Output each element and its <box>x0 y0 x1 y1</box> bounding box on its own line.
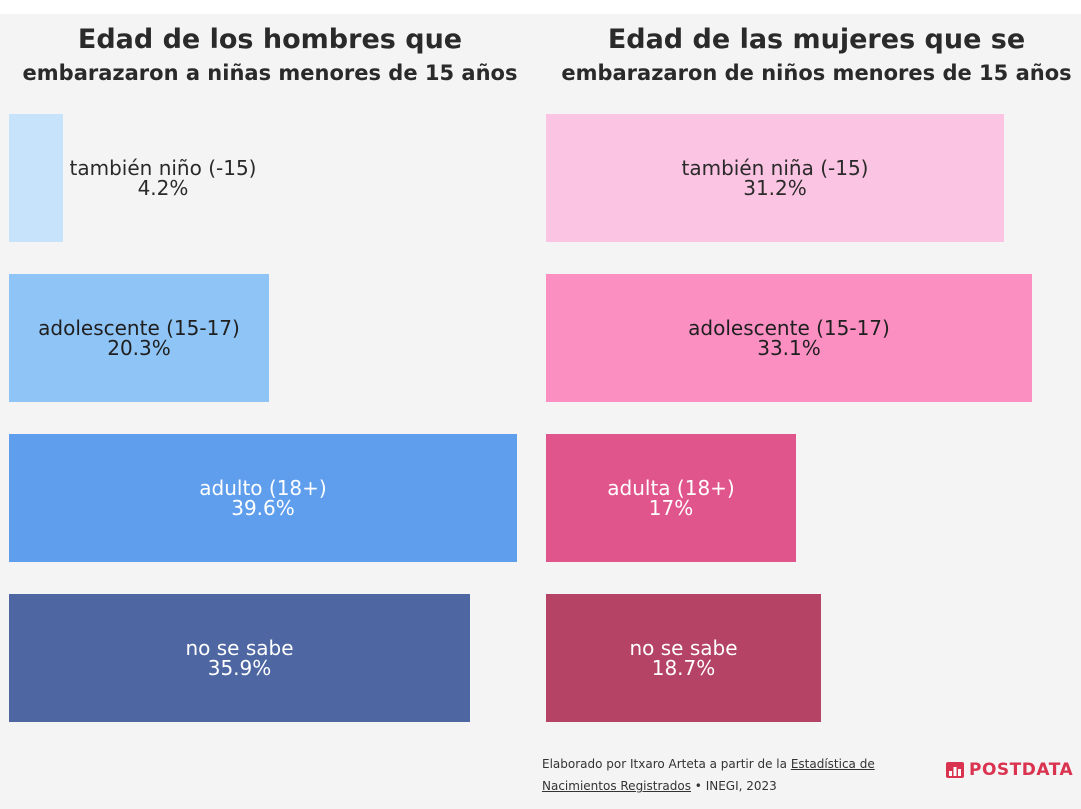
women-bar-label-2: adolescente (15-17) 33.1% <box>688 318 890 358</box>
men-bar-label-4: no se sabe 35.9% <box>185 638 293 678</box>
women-category-label: adolescente (15-17) <box>688 316 890 340</box>
men-category-label: también niño (-15) <box>69 156 257 180</box>
men-chart-title: Edad de los hombres que embarazaron a ni… <box>0 22 540 88</box>
postdata-logo: POSTDATA <box>946 760 1073 780</box>
source-prefix: Elaborado por Itxaro Arteta a partir de … <box>542 757 787 771</box>
source-suffix: • INEGI, 2023 <box>690 779 777 793</box>
women-chart-title: Edad de las mujeres que se embarazaron d… <box>546 22 1081 88</box>
men-bar-2: adolescente (15-17) 20.3% <box>9 274 269 402</box>
men-value-label: 35.9% <box>207 656 272 680</box>
men-value-label: 39.6% <box>231 496 295 520</box>
men-value-label: 20.3% <box>107 336 171 360</box>
source-link-part1[interactable]: Estadística de <box>790 757 875 771</box>
women-bar-label-1: también niña (-15) 31.2% <box>682 158 869 198</box>
women-bar-3: adulta (18+) 17% <box>546 434 796 562</box>
women-bar-label-3: adulta (18+) 17% <box>607 478 734 518</box>
women-value-label: 33.1% <box>757 336 821 360</box>
men-bar-label-2: adolescente (15-17) 20.3% <box>38 318 240 358</box>
men-bar-4: no se sabe 35.9% <box>9 594 470 722</box>
women-bar-1: también niña (-15) 31.2% <box>546 114 1004 242</box>
women-value-label: 31.2% <box>743 176 807 200</box>
bar-chart-logo-icon <box>946 762 964 778</box>
women-category-label: no se sabe <box>629 636 738 660</box>
source-line-1: Elaborado por Itxaro Arteta a partir de … <box>542 753 875 775</box>
source-line-2: Nacimientos Registrados • INEGI, 2023 <box>542 775 875 797</box>
women-bar-2: adolescente (15-17) 33.1% <box>546 274 1032 402</box>
men-bars: también niño (-15) 4.2% adolescente (15-17… <box>0 0 540 809</box>
men-bar-1: también niño (-15) 4.2% <box>9 114 256 242</box>
men-category-label: adulto (18+) <box>199 476 327 500</box>
men-bar-label-3: adulto (18+) 39.6% <box>199 478 326 518</box>
women-value-label: 17% <box>648 496 694 520</box>
women-category-label: adulta (18+) <box>607 476 735 500</box>
women-chart-title-line1: Edad de las mujeres que se <box>607 24 1026 55</box>
women-bar-4: no se sabe 18.7% <box>546 594 821 722</box>
men-category-label: adolescente (15-17) <box>38 316 240 340</box>
men-value-label: 4.2% <box>137 176 189 200</box>
source-link-part2[interactable]: Nacimientos Registrados <box>542 779 691 793</box>
men-category-label: no se sabe <box>185 636 294 660</box>
women-bar-label-4: no se sabe 18.7% <box>629 638 737 678</box>
men-bar-label-1: también niño (-15) 4.2% <box>70 158 257 198</box>
women-category-label: también niña (-15) <box>681 156 869 180</box>
brand-name: POSTDATA <box>969 760 1074 780</box>
women-bars: también niña (-15) 31.2% adolescente (15-1… <box>540 0 1081 809</box>
men-bar-3: adulto (18+) 39.6% <box>9 434 517 562</box>
top-strip <box>0 0 1081 14</box>
men-chart-title-line1: Edad de los hombres que <box>77 24 463 55</box>
men-chart-subtitle: embarazaron a niñas menores de 15 años <box>22 61 518 85</box>
women-chart-subtitle: embarazaron de niños menores de 15 años <box>561 61 1072 85</box>
women-value-label: 18.7% <box>651 656 716 680</box>
source-note: Elaborado por Itxaro Arteta a partir de … <box>542 753 875 797</box>
